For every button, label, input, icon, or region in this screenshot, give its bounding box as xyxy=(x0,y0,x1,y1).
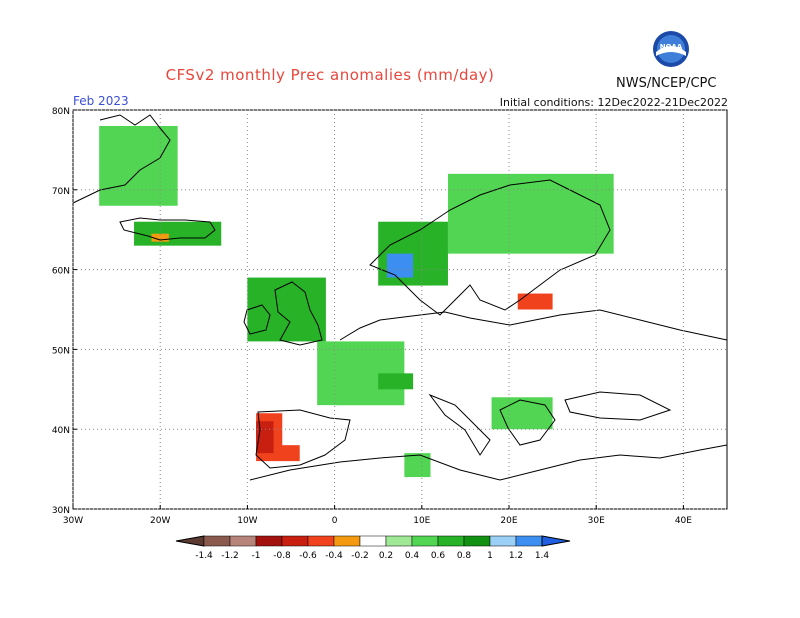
noaa-logo-icon: NOAA xyxy=(653,31,689,67)
coastlines xyxy=(72,114,728,481)
anomaly-region-11 xyxy=(509,381,553,398)
italy-coast xyxy=(428,393,491,456)
page-title: CFSv2 monthly Prec anomalies (mm/day) xyxy=(165,66,495,84)
greece-coast xyxy=(499,399,556,446)
forecast-month: Feb 2023 xyxy=(73,94,129,108)
noaa-logo-text: NOAA xyxy=(660,43,683,51)
iberia-coast xyxy=(255,409,351,469)
legend-label: 0.2 xyxy=(379,551,393,561)
legend-swatch xyxy=(229,535,257,547)
legend-swatch xyxy=(489,535,517,547)
legend-swatch xyxy=(385,535,413,547)
legend-swatch xyxy=(333,535,361,547)
lat-tick-label: 40N xyxy=(52,426,70,436)
greenland-coast xyxy=(72,114,171,204)
lon-tick-label: 10E xyxy=(413,516,430,526)
legend-swatch xyxy=(359,535,387,547)
legend-low-arrow xyxy=(175,535,205,547)
lat-tick-label: 70N xyxy=(52,187,70,197)
grid-layer xyxy=(72,109,727,510)
legend-label: 1.4 xyxy=(535,551,550,561)
legend-label: 1 xyxy=(487,551,493,561)
north-africa-coast xyxy=(249,444,728,481)
lon-tick-label: 0 xyxy=(332,516,338,526)
scandinavia-coast xyxy=(369,179,611,316)
lat-tick-label: 80N xyxy=(52,107,70,117)
anomaly-region-3 xyxy=(247,277,326,342)
legend-label: -1.4 xyxy=(195,551,213,561)
lon-tick-label: 30E xyxy=(588,516,605,526)
legend-swatch xyxy=(437,535,465,547)
lat-tick-label: 50N xyxy=(52,346,70,356)
anomaly-region-5 xyxy=(378,373,414,390)
lon-tick-label: 30W xyxy=(63,516,83,526)
lat-tick-label: 60N xyxy=(52,267,70,277)
legend-label: -0.8 xyxy=(273,551,291,561)
legend-label: -0.6 xyxy=(299,551,317,561)
britain-coast xyxy=(274,281,323,346)
legend-label: -0.4 xyxy=(325,551,343,561)
lon-tick-label: 20W xyxy=(150,516,170,526)
anomaly-region-7 xyxy=(386,253,414,278)
iceland-coast xyxy=(119,217,216,241)
black-sea-coast xyxy=(564,391,672,421)
anomaly-region-16 xyxy=(256,469,291,494)
anomaly-region-9 xyxy=(430,285,579,350)
legend-label: 0.8 xyxy=(457,551,472,561)
legend-swatch xyxy=(307,535,335,547)
legend-label: -1 xyxy=(252,551,261,561)
legend-swatch xyxy=(255,535,283,547)
anomaly-region-0 xyxy=(99,125,178,206)
legend-label: 0.4 xyxy=(405,551,420,561)
legend-swatch xyxy=(515,535,543,547)
initial-conditions: Initial conditions: 12Dec2022-21Dec2022 xyxy=(499,96,728,109)
anomaly-region-17 xyxy=(404,453,431,478)
continent-coast xyxy=(339,309,728,341)
legend-label: 0.6 xyxy=(431,551,446,561)
legend-high-arrow xyxy=(541,535,571,547)
legend-label: -1.2 xyxy=(221,551,239,561)
anomaly-region-2 xyxy=(151,233,169,242)
lon-tick-label: 20E xyxy=(500,516,517,526)
legend-swatch xyxy=(463,535,491,547)
legend-swatch xyxy=(203,535,231,547)
anomaly-layer xyxy=(99,125,614,494)
ireland-coast xyxy=(243,304,271,335)
legend-swatch xyxy=(411,535,439,547)
anomaly-region-8 xyxy=(447,173,614,254)
legend-swatch xyxy=(281,535,309,547)
agency-label: NWS/NCEP/CPC xyxy=(616,76,717,91)
legend-label: -0.2 xyxy=(351,551,369,561)
anomaly-region-10 xyxy=(517,293,553,310)
legend-label: 1.2 xyxy=(509,551,523,561)
map-frame xyxy=(72,109,728,510)
lat-tick-label: 30N xyxy=(52,506,70,516)
lon-tick-label: 40E xyxy=(675,516,692,526)
lon-tick-label: 10W xyxy=(237,516,257,526)
